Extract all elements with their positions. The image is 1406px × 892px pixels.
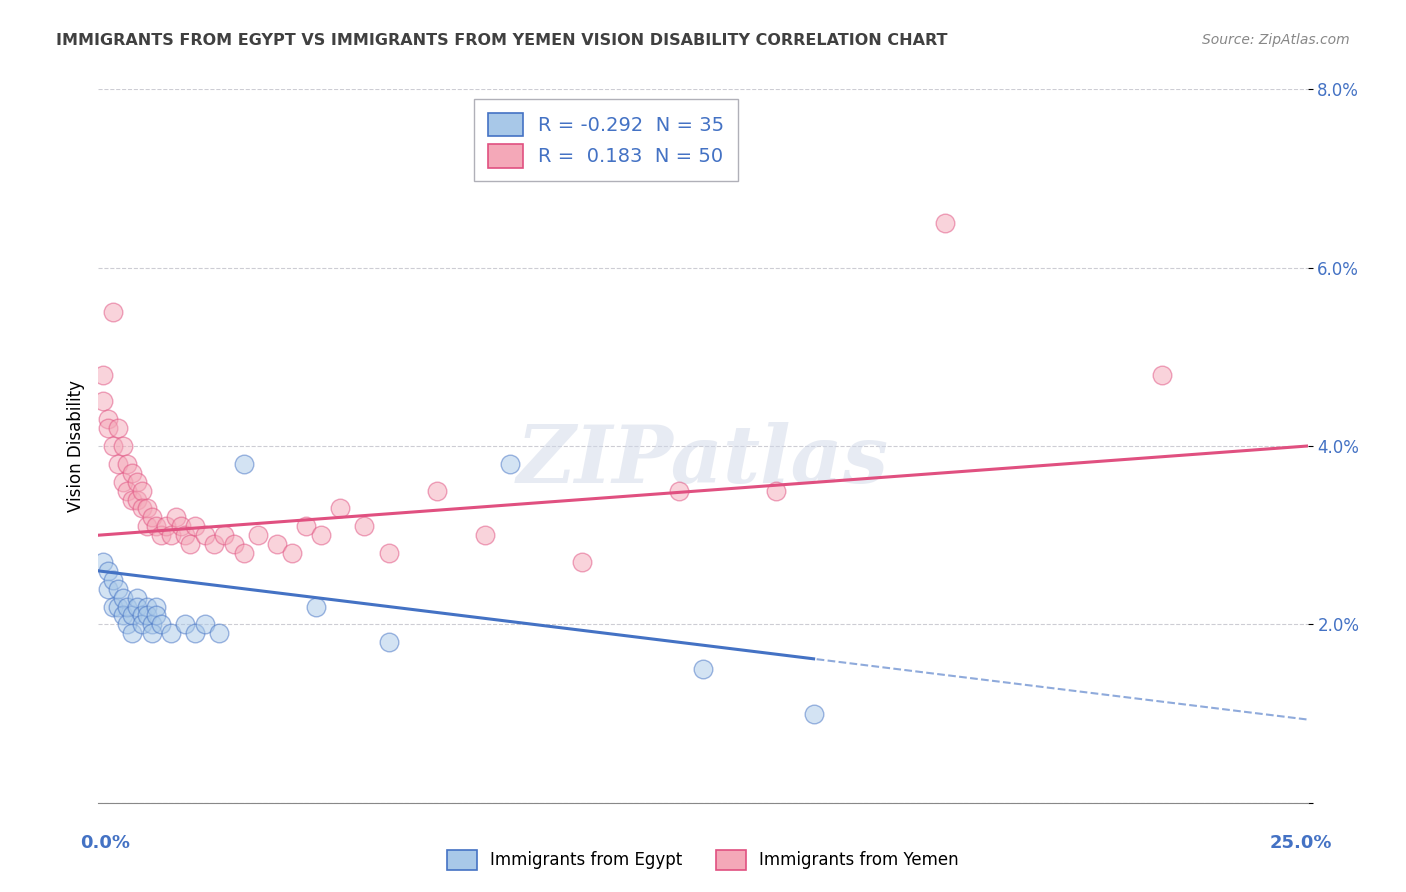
Point bbox=[111, 608, 134, 623]
Text: 0.0%: 0.0% bbox=[80, 834, 131, 852]
Point bbox=[184, 626, 207, 640]
Point bbox=[174, 528, 197, 542]
Point bbox=[204, 537, 226, 551]
Point bbox=[91, 368, 114, 382]
Point bbox=[107, 421, 129, 435]
Text: 25.0%: 25.0% bbox=[1270, 834, 1331, 852]
Point bbox=[91, 555, 114, 569]
Point bbox=[111, 475, 134, 489]
Point bbox=[377, 546, 399, 560]
Point bbox=[117, 617, 139, 632]
Point bbox=[150, 528, 173, 542]
Point bbox=[107, 599, 129, 614]
Point bbox=[150, 617, 173, 632]
Point bbox=[474, 528, 496, 542]
Legend: R = -0.292  N = 35, R =  0.183  N = 50: R = -0.292 N = 35, R = 0.183 N = 50 bbox=[474, 99, 738, 181]
Point bbox=[101, 305, 124, 319]
Point bbox=[208, 626, 231, 640]
Point bbox=[426, 483, 449, 498]
Point bbox=[377, 635, 399, 649]
Point bbox=[111, 439, 134, 453]
Point bbox=[295, 519, 318, 533]
Point bbox=[121, 608, 143, 623]
Point bbox=[97, 564, 120, 578]
Text: IMMIGRANTS FROM EGYPT VS IMMIGRANTS FROM YEMEN VISION DISABILITY CORRELATION CHA: IMMIGRANTS FROM EGYPT VS IMMIGRANTS FROM… bbox=[56, 33, 948, 47]
Point bbox=[97, 582, 120, 596]
Point bbox=[498, 457, 520, 471]
Point bbox=[184, 519, 207, 533]
Point bbox=[803, 706, 825, 721]
Text: Source: ZipAtlas.com: Source: ZipAtlas.com bbox=[1202, 33, 1350, 47]
Point bbox=[145, 519, 167, 533]
Point bbox=[131, 483, 153, 498]
Point bbox=[117, 457, 139, 471]
Point bbox=[668, 483, 690, 498]
Point bbox=[222, 537, 245, 551]
Point bbox=[97, 412, 120, 426]
Point bbox=[131, 501, 153, 516]
Point bbox=[309, 528, 332, 542]
Point bbox=[232, 546, 254, 560]
Point bbox=[571, 555, 593, 569]
Point bbox=[145, 599, 167, 614]
Point bbox=[329, 501, 352, 516]
Point bbox=[281, 546, 304, 560]
Point bbox=[212, 528, 235, 542]
Point bbox=[1152, 368, 1174, 382]
Point bbox=[160, 528, 183, 542]
Point bbox=[765, 483, 787, 498]
Point bbox=[101, 573, 124, 587]
Point bbox=[107, 457, 129, 471]
Point bbox=[91, 394, 114, 409]
Point bbox=[101, 599, 124, 614]
Point bbox=[127, 492, 149, 507]
Point bbox=[107, 582, 129, 596]
Point bbox=[232, 457, 254, 471]
Point bbox=[121, 492, 143, 507]
Point bbox=[121, 626, 143, 640]
Point bbox=[174, 617, 197, 632]
Point bbox=[194, 528, 217, 542]
Point bbox=[121, 466, 143, 480]
Point bbox=[141, 510, 163, 524]
Point bbox=[165, 510, 187, 524]
Point bbox=[692, 662, 714, 676]
Point bbox=[305, 599, 328, 614]
Point bbox=[135, 519, 157, 533]
Point bbox=[127, 599, 149, 614]
Point bbox=[934, 216, 956, 230]
Point bbox=[179, 537, 201, 551]
Point bbox=[145, 608, 167, 623]
Y-axis label: Vision Disability: Vision Disability bbox=[66, 380, 84, 512]
Point bbox=[247, 528, 270, 542]
Point bbox=[155, 519, 177, 533]
Point bbox=[141, 617, 163, 632]
Point bbox=[117, 599, 139, 614]
Point bbox=[135, 599, 157, 614]
Point bbox=[117, 483, 139, 498]
Text: ZIPatlas: ZIPatlas bbox=[517, 422, 889, 499]
Point bbox=[266, 537, 288, 551]
Point bbox=[194, 617, 217, 632]
Point bbox=[169, 519, 191, 533]
Point bbox=[135, 608, 157, 623]
Point bbox=[353, 519, 375, 533]
Point bbox=[111, 591, 134, 605]
Point bbox=[160, 626, 183, 640]
Point bbox=[101, 439, 124, 453]
Point bbox=[127, 475, 149, 489]
Point bbox=[97, 421, 120, 435]
Point bbox=[135, 501, 157, 516]
Point bbox=[141, 626, 163, 640]
Point bbox=[127, 591, 149, 605]
Point bbox=[131, 617, 153, 632]
Point bbox=[131, 608, 153, 623]
